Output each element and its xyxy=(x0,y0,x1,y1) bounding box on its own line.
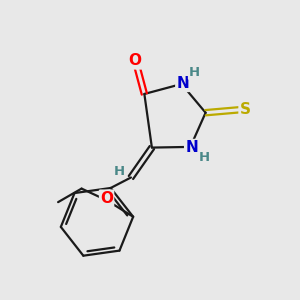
Text: O: O xyxy=(100,191,113,206)
Text: H: H xyxy=(199,151,210,164)
Text: O: O xyxy=(128,53,141,68)
Text: N: N xyxy=(185,140,198,155)
Text: N: N xyxy=(176,76,189,91)
Text: S: S xyxy=(240,102,250,117)
Text: H: H xyxy=(114,165,125,178)
Text: H: H xyxy=(189,66,200,79)
